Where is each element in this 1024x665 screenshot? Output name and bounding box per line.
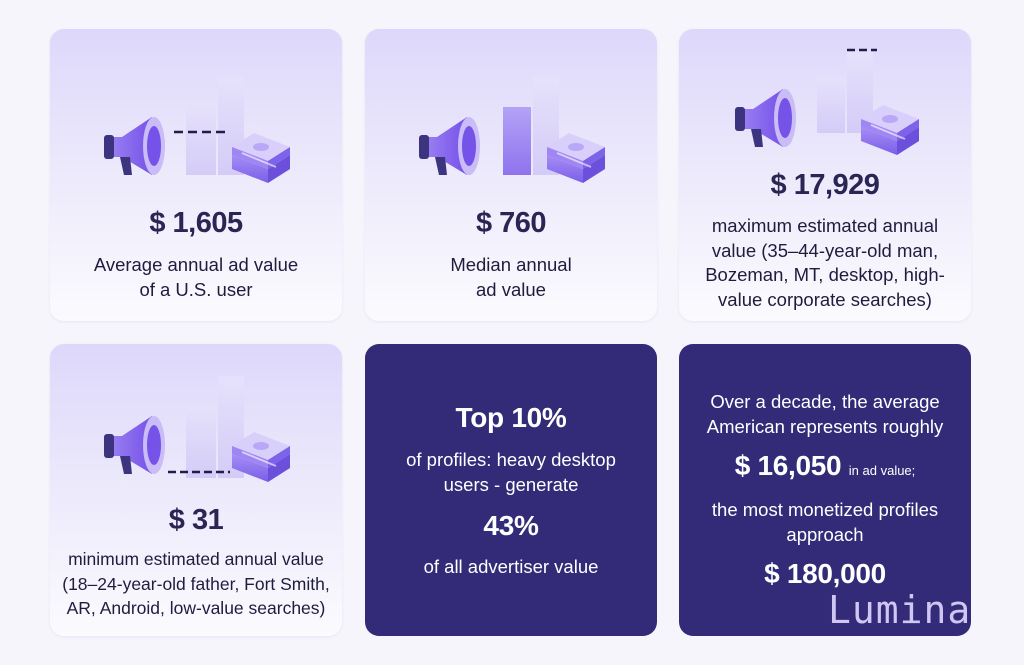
watermark: Lumina [828, 588, 972, 632]
decade-value: $ 16,050 [734, 450, 842, 481]
decade-line: American represents roughly [706, 416, 944, 437]
caption-line: of a U.S. user [139, 278, 253, 300]
top-profiles-card: Top 10% of profiles: heavy desktop users… [365, 344, 657, 636]
stat-caption: maximum estimated annual value (35–44-ye… [679, 214, 971, 312]
caption-line: AR, Android, low-value searches) [66, 598, 326, 618]
megaphone-icon [104, 117, 165, 175]
caption-line: ad value [476, 278, 546, 300]
caption-line: value (35–44-year-old man, [711, 239, 939, 261]
top-profiles-line: users - generate [443, 474, 579, 495]
top-percent-headline: Top 10% [455, 402, 567, 433]
stat-value: $ 17,929 [770, 169, 880, 201]
stat-card-average: $ 1,605 Average annual ad value of a U.S… [50, 29, 342, 321]
top-profiles-line: of profiles: heavy desktop [406, 449, 616, 470]
caption-line: Average annual ad value [93, 254, 299, 275]
advertiser-share-caption: of all advertiser value [423, 556, 599, 577]
stat-caption: Average annual ad value of a U.S. user [50, 253, 342, 302]
caption-line: (18–24-year-old father, Fort Smith, [62, 573, 330, 594]
stat-caption: Median annual ad value [365, 253, 657, 302]
ad-value-illustration [419, 77, 606, 184]
advertiser-share-value: 43% [483, 510, 539, 541]
stat-value: $ 1,605 [149, 207, 243, 239]
megaphone-icon [104, 416, 165, 474]
caption-line: minimum estimated annual value [68, 549, 324, 569]
megaphone-icon [735, 89, 796, 147]
megaphone-icon [419, 117, 480, 175]
caption-line: value corporate searches) [718, 288, 932, 310]
stat-card-median: $ 760 Median annual ad value [365, 29, 657, 321]
ad-value-illustration [104, 77, 291, 184]
stat-card-minimum: $ 31 minimum estimated annual value (18–… [50, 344, 342, 636]
decade-value-row: $ 16,050 in ad value; [679, 450, 971, 482]
decade-value-card: Over a decade, the average American repr… [679, 344, 971, 636]
decade-line: Over a decade, the average [710, 391, 940, 412]
caption-line: maximum estimated annual [711, 215, 939, 236]
stat-caption: minimum estimated annual value (18–24-ye… [50, 547, 342, 621]
stat-value: $ 31 [168, 504, 224, 536]
decade-value-suffix: in ad value; [848, 463, 916, 478]
caption-line: Bozeman, MT, desktop, high- [705, 264, 945, 285]
decade-line: the most monetized profiles [711, 499, 939, 520]
caption-line: Median annual [450, 254, 572, 275]
max-profile-value: $ 180,000 [764, 558, 886, 589]
stat-value: $ 760 [475, 207, 547, 239]
decade-line: approach [786, 524, 864, 545]
ad-value-illustration [735, 48, 920, 156]
ad-value-illustration [104, 376, 291, 483]
stat-card-maximum: $ 17,929 maximum estimated annual value … [679, 29, 971, 321]
